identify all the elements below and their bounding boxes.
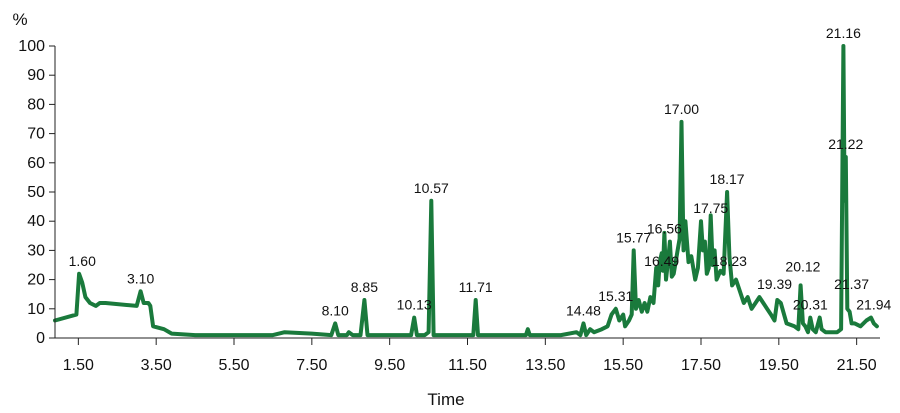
x-tick-label: 17.50 [681,357,721,374]
x-axis-title: Time [427,390,464,409]
y-tick-label: 40 [27,213,45,230]
peak-label: 18.17 [710,171,745,187]
x-tick-label: 21.50 [837,357,877,374]
y-tick-label: 80 [27,96,45,113]
peak-label: 21.37 [834,276,869,292]
y-tick-label: 0 [36,330,45,347]
y-axis-title: % [12,10,27,29]
y-tick-label: 100 [18,38,45,55]
peak-label: 15.77 [616,229,651,245]
peak-label: 3.10 [127,270,154,286]
peak-label-layer: 1.60 3.10 8.108.85 10.13 10.57 11.71 14.4815.3… [69,25,892,318]
x-tick-label: 19.50 [759,357,799,374]
x-tick-label: 7.50 [296,357,327,374]
x-tick-label: 11.50 [448,357,487,374]
peak-label: 20.12 [785,259,820,275]
peak-label: 1.60 [69,253,96,269]
peak-label: 21.16 [826,25,861,41]
peak-label: 17.75 [693,200,728,216]
peak-label: 8.85 [351,279,378,295]
peak-label: 19.39 [757,276,792,292]
x-tick-label: 9.50 [374,357,405,374]
x-tick-label: 1.50 [63,357,94,374]
peak-label: 10.13 [397,297,432,313]
y-tick-label: 70 [27,126,45,143]
peak-label: 20.31 [793,297,828,313]
peak-label: 16.49 [644,253,679,269]
peak-label: 11.71 [459,279,493,295]
chromatogram-trace [53,44,879,338]
peak-label: 16.56 [647,221,682,237]
x-tick-label: 13.50 [525,357,565,374]
peak-label: 21.22 [828,136,863,152]
peak-label: 10.57 [414,180,449,196]
y-axis-ticks: 0 10 20 30 40 50 60 70 80 90 100 [18,38,55,347]
y-tick-label: 90 [27,67,45,84]
x-tick-label: 5.50 [218,357,249,374]
y-tick-label: 60 [27,155,45,172]
y-tick-label: 30 [27,242,45,259]
y-tick-label: 50 [27,184,45,201]
peak-label: 17.00 [664,101,699,117]
x-tick-label: 15.50 [603,357,643,374]
x-axis-ticks: 1.50 3.50 5.50 7.50 9.50 11.50 13.50 15.50 17.50… [63,338,877,374]
y-tick-label: 10 [27,301,45,318]
peak-label: 15.31 [598,288,633,304]
peak-label: 14.48 [566,302,601,318]
peak-label: 21.94 [856,297,891,313]
x-tick-label: 3.50 [141,357,172,374]
peak-label: 8.10 [322,302,349,318]
y-tick-label: 20 [27,272,45,289]
peak-label: 18.23 [712,253,747,269]
series-layer [53,44,879,338]
